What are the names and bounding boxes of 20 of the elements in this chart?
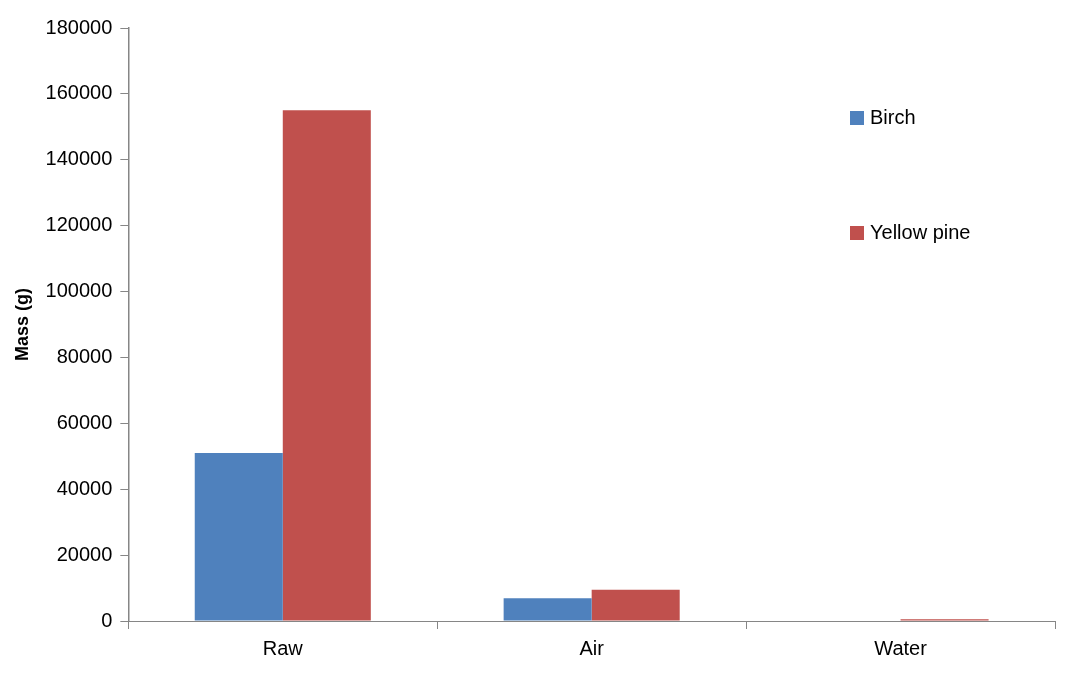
x-tick-label: Air — [579, 636, 605, 659]
y-tick-label: 0 — [101, 608, 113, 631]
y-axis-title: Mass (g) — [11, 287, 32, 362]
y-tick-label: 120000 — [45, 213, 113, 236]
bar — [591, 589, 680, 621]
y-tick-label: 100000 — [45, 279, 113, 302]
legend-label: Yellow pine — [870, 220, 971, 243]
x-tick-label: Raw — [262, 636, 304, 659]
y-tick-label: 160000 — [45, 81, 113, 104]
bar — [282, 110, 371, 621]
bar — [194, 452, 283, 621]
legend-label: Birch — [870, 105, 916, 128]
bar — [503, 598, 592, 621]
y-tick-label: 20000 — [56, 542, 113, 565]
y-tick-label: 60000 — [56, 410, 113, 433]
y-tick-label: 40000 — [56, 476, 113, 499]
y-tick-label: 140000 — [45, 147, 113, 170]
x-tick-label: Water — [874, 636, 928, 659]
y-tick-label: 80000 — [56, 344, 113, 367]
y-tick-label: 180000 — [45, 15, 113, 38]
